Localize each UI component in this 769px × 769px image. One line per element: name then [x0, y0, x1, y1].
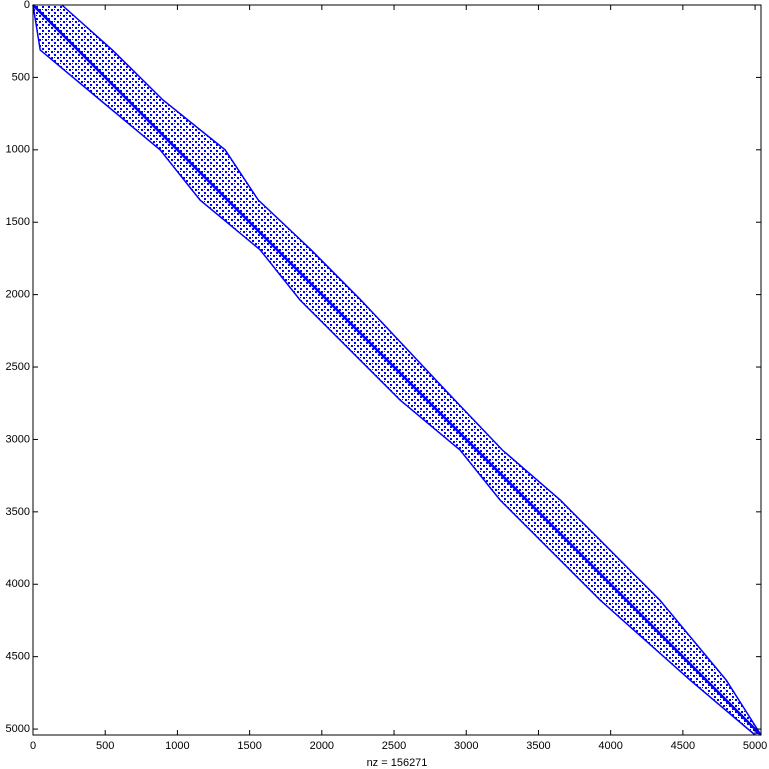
- x-tick-label: 2000: [310, 740, 334, 752]
- x-tick-label: 1000: [165, 740, 189, 752]
- plot-frame: [32, 4, 762, 736]
- x-tick-label: 4500: [671, 740, 695, 752]
- x-tick-label: 1500: [237, 740, 261, 752]
- y-tick-label: 1500: [6, 216, 30, 228]
- x-tick-label: 4000: [598, 740, 622, 752]
- y-tick-label: 2000: [6, 289, 30, 301]
- x-tick-label: 0: [30, 740, 36, 752]
- band-edge-right: [61, 4, 762, 736]
- y-tick-label: 3500: [6, 506, 30, 518]
- y-tick-label: 1000: [6, 144, 30, 156]
- x-tick-label: 5000: [743, 740, 767, 752]
- x-tick-label: 500: [96, 740, 114, 752]
- y-tick-label: 5000: [6, 723, 30, 735]
- band-edge-left: [32, 4, 756, 736]
- x-tick-label: 3000: [454, 740, 478, 752]
- y-tick-label: 4500: [6, 651, 30, 663]
- y-tick-label: 500: [12, 71, 30, 83]
- y-tick-label: 2500: [6, 361, 30, 373]
- diagonal: [32, 4, 762, 736]
- x-tick-label: 3500: [526, 740, 550, 752]
- y-tick-label: 0: [24, 0, 30, 11]
- x-axis-label: nz = 156271: [367, 757, 428, 769]
- y-tick-label: 3000: [6, 433, 30, 445]
- x-tick-label: 2500: [382, 740, 406, 752]
- y-tick-label: 4000: [6, 578, 30, 590]
